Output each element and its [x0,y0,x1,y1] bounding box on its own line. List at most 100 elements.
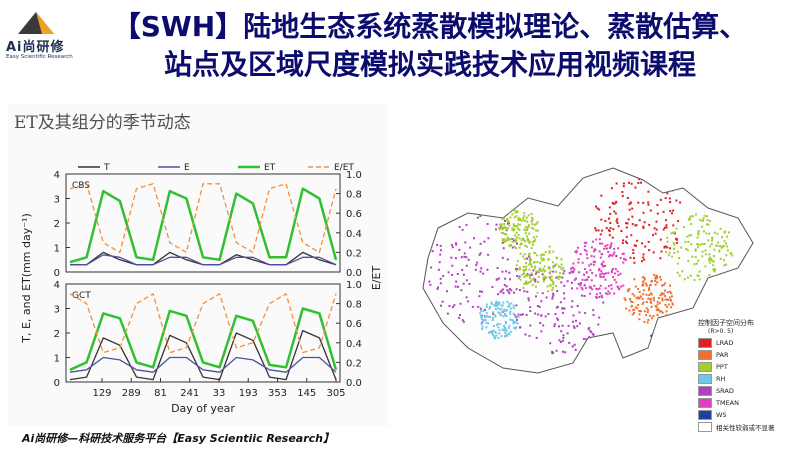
map-speck [501,270,504,273]
map-speck [515,236,518,239]
legend-item: RH [698,373,792,385]
x-tick-label: 289 [122,388,141,399]
map-speck [678,329,681,332]
y-tick-label-right: 0.2 [346,248,362,259]
map-speck [729,252,732,255]
map-speck [455,280,458,283]
map-speck [699,243,702,246]
map-speck [612,228,615,231]
map-speck [486,223,489,225]
map-speck [544,251,547,253]
map-speck [567,324,570,327]
series-cbs-e [70,254,337,266]
map-speck [701,243,704,245]
map-speck [666,305,669,308]
map-speck [623,257,626,260]
map-speck [712,255,715,258]
map-speck [513,326,516,329]
map-speck [518,246,521,249]
map-speck [502,301,505,304]
map-speck [629,300,632,303]
map-speck [627,288,630,291]
map-speck [671,339,674,342]
map-speck [594,227,597,230]
map-speck [511,319,514,321]
map-speck [661,324,664,327]
map-speck [635,297,638,300]
map-speck [655,228,658,231]
map-speck [690,234,693,237]
map-speck [523,270,526,273]
map-speck [600,263,603,266]
map-speck [525,216,528,219]
map-speck [720,246,723,249]
map-speck [539,267,542,270]
map-speck [610,284,613,287]
map-speck [600,218,603,221]
map-speck [499,225,502,228]
et-chart: T E ET E/ET012340.00.20.40.60.81.0CBS012340… [20,163,383,415]
map-speck [532,240,535,243]
map-speck [653,345,656,348]
map-speck [708,259,710,261]
map-speck [666,321,669,324]
map-speck [697,231,700,234]
map-speck [670,341,673,344]
map-speck [675,241,678,244]
x-axis-label: Day of year [171,402,235,415]
map-speck [573,278,576,281]
y-tick-label-left: 3 [54,195,60,206]
map-speck [601,262,603,265]
map-speck [708,280,711,283]
map-speck [476,216,479,219]
map-speck [608,206,611,209]
map-speck [512,304,515,307]
map-speck [542,324,545,327]
map-speck [604,292,607,295]
map-speck [515,269,518,272]
map-speck [566,332,569,335]
map-speck [516,268,519,270]
map-speck [623,297,626,300]
map-speck [516,242,518,245]
map-speck [659,338,662,341]
map-speck [542,277,545,280]
map-speck [530,279,533,282]
map-speck [615,182,618,185]
map-speck [676,332,679,335]
map-speck [717,241,719,244]
map-speck [505,333,508,336]
map-speck [585,271,588,274]
map-speck [591,288,594,291]
map-speck [655,326,658,329]
map-speck [533,223,536,226]
map-speck [518,237,521,240]
map-speck [530,272,533,275]
map-speck [627,218,630,221]
map-speck [519,252,522,255]
map-speck [560,263,563,266]
map-speck [571,345,574,348]
map-speck [676,250,679,253]
map-speck [503,238,506,241]
map-speck [499,308,502,311]
map-speck [657,326,659,329]
map-speck [597,229,600,232]
map-speck [672,326,674,329]
map-speck [631,304,634,307]
map-speck [670,306,673,309]
map-speck [549,342,552,345]
map-speck [665,347,668,350]
map-speck [590,255,593,258]
map-speck [634,186,637,189]
map-speck [561,307,564,310]
map-speck [451,264,454,267]
map-speck [514,211,517,214]
map-speck [450,244,453,247]
map-speck [505,315,508,317]
map-speck [678,324,681,327]
map-speck [464,241,467,244]
map-speck [666,291,669,294]
map-speck [659,348,662,351]
map-speck [704,265,707,268]
